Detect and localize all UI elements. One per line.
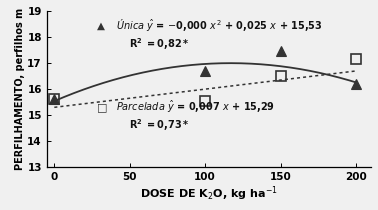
Text: $\it{Parcelada}$ $\hat{y}$ = 0,007 $x$ + 15,29: $\it{Parcelada}$ $\hat{y}$ = 0,007 $x$ +… — [116, 99, 276, 115]
Text: $\it{Única}$ $\hat{y}$ = $-$0,000 $x^{2}$ + 0,025 $x$ + 15,53: $\it{Única}$ $\hat{y}$ = $-$0,000 $x^{2}… — [116, 18, 323, 34]
Text: $\mathbf{R^2}$ $\mathbf{= 0{,}82*}$: $\mathbf{R^2}$ $\mathbf{= 0{,}82*}$ — [129, 36, 190, 52]
Text: $\mathbf{R^2}$ $\mathbf{= 0{,}73*}$: $\mathbf{R^2}$ $\mathbf{= 0{,}73*}$ — [129, 118, 190, 133]
Text: □: □ — [97, 102, 107, 112]
Y-axis label: PERFILHAMENTO, perfilhos m: PERFILHAMENTO, perfilhos m — [14, 8, 25, 170]
Text: ▲: ▲ — [97, 21, 105, 31]
X-axis label: DOSE DE K$_2$O, kg ha$^{-1}$: DOSE DE K$_2$O, kg ha$^{-1}$ — [140, 184, 278, 203]
